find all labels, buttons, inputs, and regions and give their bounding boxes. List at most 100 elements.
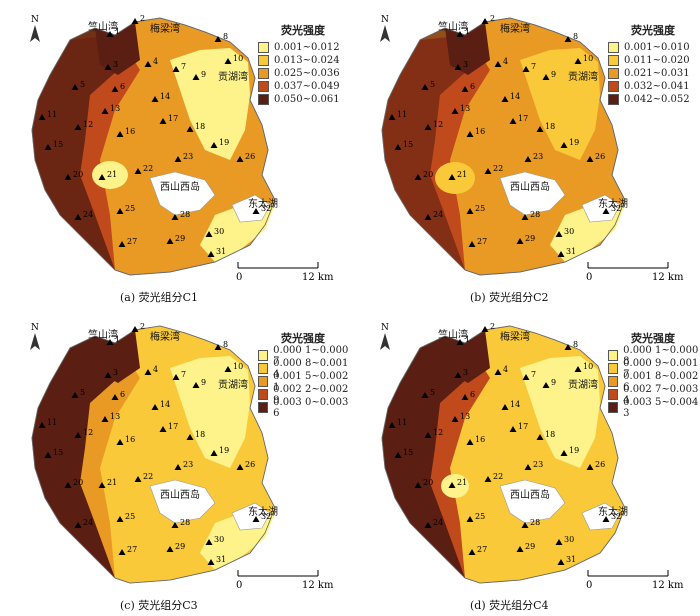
scale-distance: 12 km [652,580,684,591]
station-label: 19 [219,446,229,455]
station-label: 20 [423,170,433,179]
legend-entry: 0.032~0.041 [608,80,698,93]
place-name-xishan: 西山西岛 [160,488,200,501]
station-marker [414,174,422,180]
station-label: 2 [490,322,495,331]
station-marker [516,238,524,244]
legend-swatch [258,55,269,66]
station-marker [252,208,260,214]
station-marker [542,382,550,388]
station-label: 1 [465,335,470,344]
station-marker [424,522,432,528]
station-label: 7 [531,62,536,71]
station-marker [159,426,167,432]
island-east [231,194,271,223]
station-marker [484,476,492,482]
legend-label: 0.032~0.041 [624,81,690,92]
station-marker [456,339,464,345]
scale-zero: 0 [586,272,592,283]
station-marker [174,156,182,162]
zone-highest [382,336,468,578]
legend-label: 0.011~0.020 [624,55,690,66]
legend-swatch [608,94,619,105]
station-marker [118,549,126,555]
north-label: N [381,323,389,333]
station-marker [214,36,222,42]
station-label: 24 [83,210,93,219]
station-marker [98,174,106,180]
station-marker [144,61,152,67]
station-label: 13 [110,104,120,113]
station-label: 2 [140,14,145,23]
station-marker [522,66,530,72]
station-label: 16 [125,435,135,444]
place-name-gonghu: 贡湖湾 [568,378,598,391]
station-marker [414,482,422,488]
station-label: 13 [460,412,470,421]
station-label: 5 [430,80,435,89]
north-arrow-icon: N [380,323,390,350]
station-label: 15 [53,140,63,149]
station-label: 9 [201,70,206,79]
station-label: 13 [110,412,120,421]
station-label: 22 [143,472,153,481]
place-name-meiliang: 梅梁湾 [500,330,530,343]
station-label: 18 [545,430,555,439]
station-label: 6 [470,82,475,91]
station-label: 7 [531,370,536,379]
station-label: 22 [143,164,153,173]
legend-swatch [258,389,269,400]
station-marker [466,516,474,522]
station-label: 31 [566,555,576,564]
station-label: 17 [518,114,528,123]
station-marker [64,174,72,180]
zone-northwest [445,330,490,383]
station-label: 23 [533,460,543,469]
legend-label: 0.001~0.012 [274,42,340,53]
station-label: 17 [168,422,178,431]
panel-caption: (b) 荧光组分C2 [470,291,549,304]
north-arrow-icon: N [30,15,40,42]
place-name-dongtai: 东太湖 [248,505,278,518]
station-label: 9 [551,378,556,387]
place-name-zhushan: 竺山湾 [88,20,118,33]
legend-entry: 0.000 9~0.001 7 [608,358,700,380]
station-label: 32 [261,204,271,213]
station-marker [98,482,106,488]
station-marker [421,392,429,398]
station-label: 10 [583,362,593,371]
station-marker [557,559,565,565]
legend-label: 0.050~0.061 [274,94,340,105]
station-marker [192,382,200,388]
station-label: 3 [113,60,118,69]
legend-title: 荧光强度 [631,24,675,37]
station-marker [172,66,180,72]
legend-entry: 0.000 1~0.000 8 [608,345,700,367]
station-label: 24 [83,518,93,527]
station-label: 12 [83,428,93,437]
station-marker [509,118,517,124]
map-panel-3: 1 2 3 4 5 6 7 8 9 10 11 12 13 14 15 16 17 18 19 20 21 22 23 24 2… [0,308,350,616]
station-marker [564,36,572,42]
legend-entry: 0.037~0.049 [258,80,348,93]
legend-swatch [608,389,619,400]
legend-title: 荧光强度 [281,332,325,345]
station-marker [205,231,213,237]
legend: 荧光强度 0.001~0.012 0.013~0.024 0.025~0.036 0.0… [258,22,348,106]
station-marker [521,214,529,220]
station-marker [564,344,572,350]
station-label: 23 [183,152,193,161]
station-marker [205,539,213,545]
station-marker [192,74,200,80]
station-marker [134,168,142,174]
place-name-gonghu: 贡湖湾 [568,70,598,83]
station-label: 5 [80,388,85,397]
north-arrow-icon: N [30,323,40,350]
station-label: 8 [223,32,228,41]
map-panel-2: 1 2 3 4 5 6 7 8 9 10 11 12 13 14 15 16 17 18 19 20 21 22 23 24 2… [350,0,700,308]
station-label: 21 [457,478,467,487]
station-marker [468,549,476,555]
station-marker [111,394,119,400]
station-label: 10 [233,362,243,371]
